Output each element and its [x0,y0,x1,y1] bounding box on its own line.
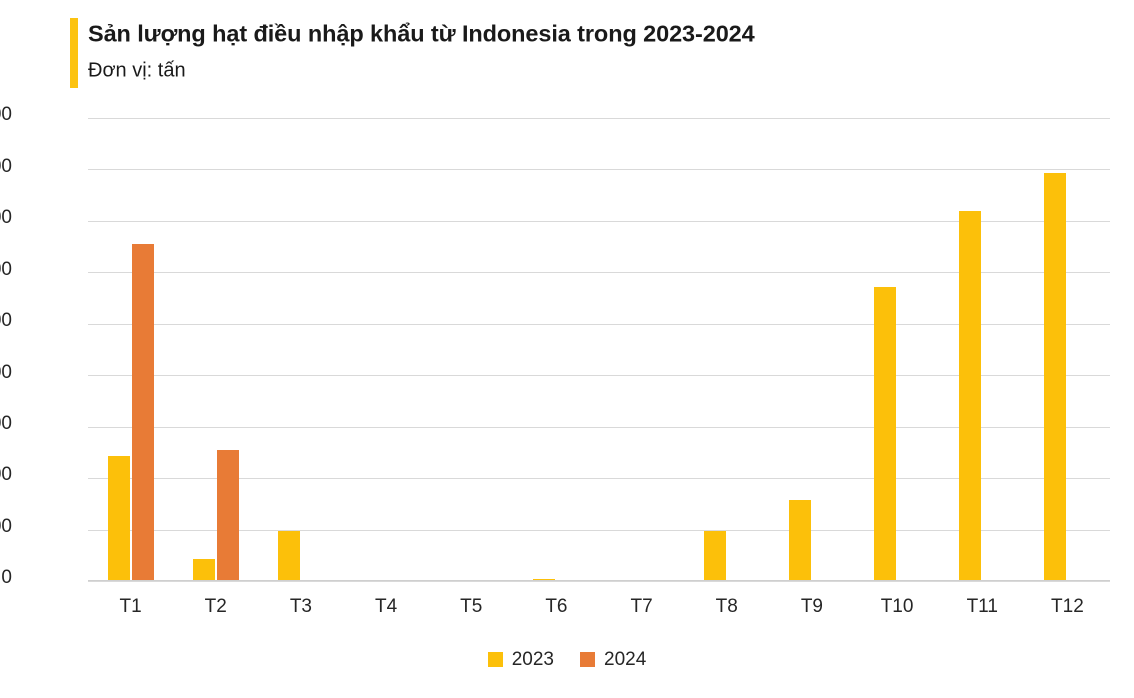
x-axis-tick-label: T8 [715,596,738,617]
chart-subtitle: Đơn vị: tấn [88,59,186,82]
bar-group [277,118,324,581]
x-axis-line [88,580,1110,581]
bar-group [788,118,835,581]
x-axis-tick-label: T7 [630,596,653,617]
chart-legend: 2023 2024 [0,650,1134,669]
chart-header: Sản lượng hạt điều nhập khẩu từ Indonesi… [70,16,1070,90]
gridline [88,529,1110,531]
bar-group [959,118,1005,581]
y-axis-tick-text: 9000 [0,104,12,126]
gridline [88,118,1110,119]
bar-group [874,118,920,581]
legend-swatch-icon [580,652,595,667]
legend-item-2024[interactable]: 2024 [580,650,646,669]
y-axis-tick-text: 4000 [0,361,12,383]
bar-t2-2024[interactable] [216,449,239,581]
x-axis-tick-label: T6 [545,596,568,617]
gridline [88,272,1110,274]
title-accent-bar [70,18,78,88]
y-axis-tick-text: 7000 [0,207,12,229]
bar-t2-2023[interactable] [192,558,215,581]
x-axis-tick-label: T3 [289,596,312,617]
legend-item-2023[interactable]: 2023 [487,649,554,670]
gridline [88,323,1110,325]
bar-t12-2023[interactable] [1044,172,1067,581]
x-axis-tick-label: T4 [374,596,398,617]
y-axis-tick-text: 2000 [0,464,12,486]
x-axis-tick-label: T10 [880,596,914,617]
gridline [88,169,1110,171]
plot-area [88,118,1110,582]
x-axis-tick-label: T1 [119,596,142,617]
bar-t1-2023[interactable] [107,456,130,581]
y-axis-tick-text: 1000 [0,515,12,537]
legend-label: 2023 [511,649,554,670]
y-axis-tick-text: 5000 [0,310,12,332]
legend-swatch-icon [487,652,503,667]
bar-t9-2023[interactable] [788,500,811,581]
bar-group [1044,118,1090,581]
bar-t8-2023[interactable] [703,531,726,581]
bar-t11-2023[interactable] [959,211,982,581]
bar-group [107,118,154,581]
x-axis-tick-label: T2 [204,596,227,617]
bar-group [619,118,665,581]
gridline [88,478,1110,480]
chart-title: Sản lượng hạt điều nhập khẩu từ Indonesi… [88,20,755,47]
gridline [88,581,1110,582]
gridline [88,220,1110,222]
y-axis-tick-text: 3000 [0,412,12,434]
y-axis-tick-text: 8000 [0,155,12,177]
gridline [88,426,1110,428]
bar-t10-2023[interactable] [874,287,897,581]
legend-label: 2024 [604,649,647,670]
bar-group [533,118,579,581]
x-axis-tick-label: T12 [1051,596,1084,617]
x-axis-tick-label: T9 [800,596,823,617]
x-axis-tick-label: T5 [460,596,483,617]
bar-group [192,118,239,581]
y-axis-tick-text: 6000 [0,258,12,280]
bar-t3-2023[interactable] [277,531,300,581]
bar-t1-2024[interactable] [131,243,154,581]
bar-group [363,118,409,581]
y-axis-tick-text: 0 [1,567,12,589]
bar-group [448,118,494,581]
x-axis-tick-label: T11 [966,596,998,617]
bar-group [703,118,750,581]
gridline [88,375,1110,377]
